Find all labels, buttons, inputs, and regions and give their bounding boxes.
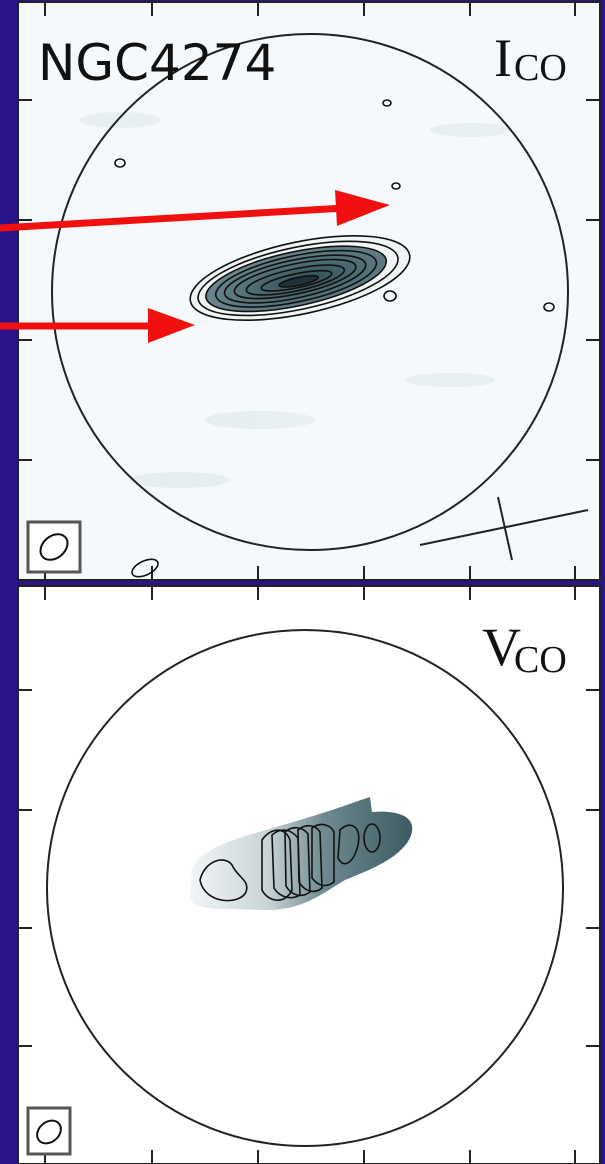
quantity-symbol: I <box>494 28 512 88</box>
panel-intensity: NGC4274 I CO <box>17 1 601 581</box>
quantity-subscript: CO <box>514 47 567 89</box>
panel-velocity: V CO <box>17 585 601 1164</box>
galaxy-label: NGC4274 <box>38 34 276 92</box>
arrows <box>0 190 390 343</box>
quantity-subscript: CO <box>514 639 567 681</box>
quantity-symbol: V <box>482 617 521 677</box>
